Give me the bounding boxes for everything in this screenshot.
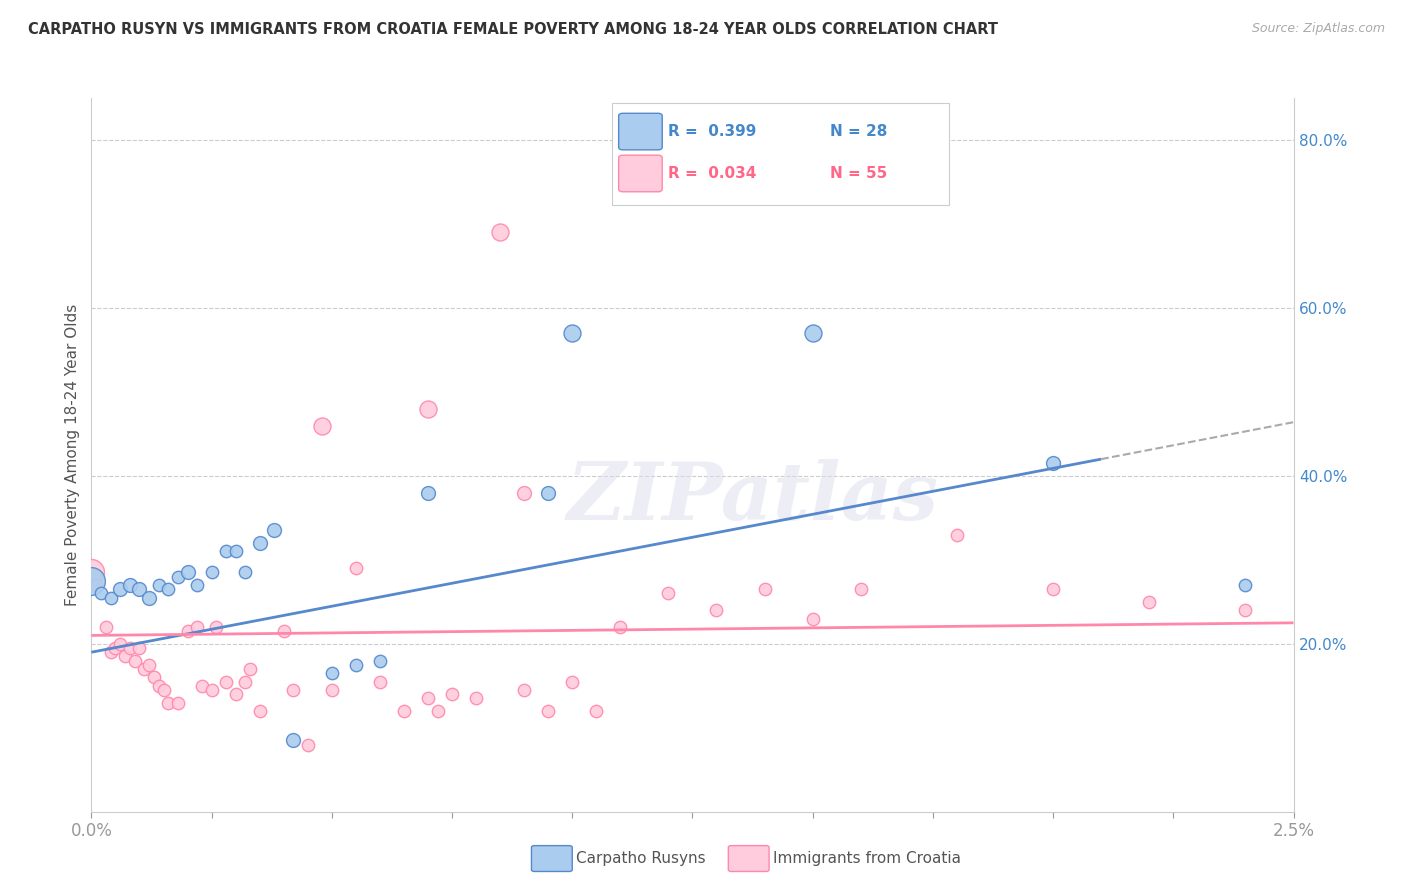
Point	[80, 566, 103, 580]
Point	[297, 738, 319, 752]
Point	[100, 591, 122, 605]
Point	[801, 612, 824, 626]
Point	[263, 524, 285, 538]
Point	[465, 691, 488, 706]
Point	[186, 620, 208, 634]
Point	[142, 670, 165, 684]
Point	[489, 226, 512, 240]
Point	[537, 485, 560, 500]
Point	[84, 578, 107, 592]
Text: Immigrants from Croatia: Immigrants from Croatia	[773, 852, 962, 866]
Point	[344, 657, 367, 672]
Point	[321, 683, 343, 698]
Point	[368, 654, 391, 668]
Point	[561, 326, 583, 341]
Point	[1042, 582, 1064, 597]
Point	[416, 485, 439, 500]
Point	[167, 696, 190, 710]
Point	[754, 582, 776, 597]
Point	[239, 662, 262, 676]
Point	[201, 566, 224, 580]
Point	[321, 666, 343, 681]
Point	[128, 582, 150, 597]
Point	[801, 326, 824, 341]
Point	[368, 674, 391, 689]
Point	[946, 527, 969, 541]
Point	[1042, 456, 1064, 470]
Point	[148, 578, 170, 592]
Point	[392, 704, 415, 718]
Point	[90, 586, 112, 600]
Point	[225, 544, 247, 558]
Point	[249, 704, 271, 718]
Point	[513, 683, 536, 698]
Text: CARPATHO RUSYN VS IMMIGRANTS FROM CROATIA FEMALE POVERTY AMONG 18-24 YEAR OLDS C: CARPATHO RUSYN VS IMMIGRANTS FROM CROATI…	[28, 22, 998, 37]
Point	[138, 657, 160, 672]
Point	[233, 566, 256, 580]
Point	[1234, 603, 1257, 617]
Point	[100, 645, 122, 659]
Point	[225, 687, 247, 701]
Point	[283, 733, 305, 747]
Point	[249, 536, 271, 550]
Point	[609, 620, 631, 634]
Point	[1137, 595, 1160, 609]
Text: Carpatho Rusyns: Carpatho Rusyns	[576, 852, 706, 866]
Text: Source: ZipAtlas.com: Source: ZipAtlas.com	[1251, 22, 1385, 36]
Point	[513, 485, 536, 500]
Text: R =  0.034: R = 0.034	[668, 166, 756, 180]
Point	[215, 674, 238, 689]
Point	[201, 683, 224, 698]
Point	[537, 704, 560, 718]
Point	[657, 586, 679, 600]
Point	[80, 574, 103, 588]
Text: R =  0.399: R = 0.399	[668, 124, 756, 138]
Point	[440, 687, 463, 701]
Point	[110, 637, 132, 651]
Point	[118, 640, 141, 655]
Point	[157, 696, 180, 710]
Point	[273, 624, 295, 639]
Point	[148, 679, 170, 693]
Point	[138, 591, 160, 605]
Point	[706, 603, 728, 617]
Point	[1234, 578, 1257, 592]
Point	[233, 674, 256, 689]
Point	[157, 582, 180, 597]
Point	[176, 624, 198, 639]
Point	[283, 683, 305, 698]
Point	[191, 679, 214, 693]
Point	[426, 704, 449, 718]
Point	[176, 566, 198, 580]
Point	[561, 674, 583, 689]
Point	[205, 620, 228, 634]
Point	[416, 401, 439, 416]
Point	[849, 582, 872, 597]
Point	[104, 640, 127, 655]
Point	[128, 640, 150, 655]
Point	[110, 582, 132, 597]
Text: ZIPatlas: ZIPatlas	[567, 459, 939, 536]
Point	[585, 704, 607, 718]
Point	[134, 662, 156, 676]
Point	[114, 649, 136, 664]
Point	[186, 578, 208, 592]
Point	[311, 418, 333, 433]
Text: N = 28: N = 28	[830, 124, 887, 138]
Point	[118, 578, 141, 592]
Point	[167, 569, 190, 583]
Text: N = 55: N = 55	[830, 166, 887, 180]
Point	[215, 544, 238, 558]
Point	[416, 691, 439, 706]
Point	[344, 561, 367, 575]
Y-axis label: Female Poverty Among 18-24 Year Olds: Female Poverty Among 18-24 Year Olds	[65, 304, 80, 606]
Point	[152, 683, 174, 698]
Point	[94, 620, 117, 634]
Point	[124, 654, 146, 668]
